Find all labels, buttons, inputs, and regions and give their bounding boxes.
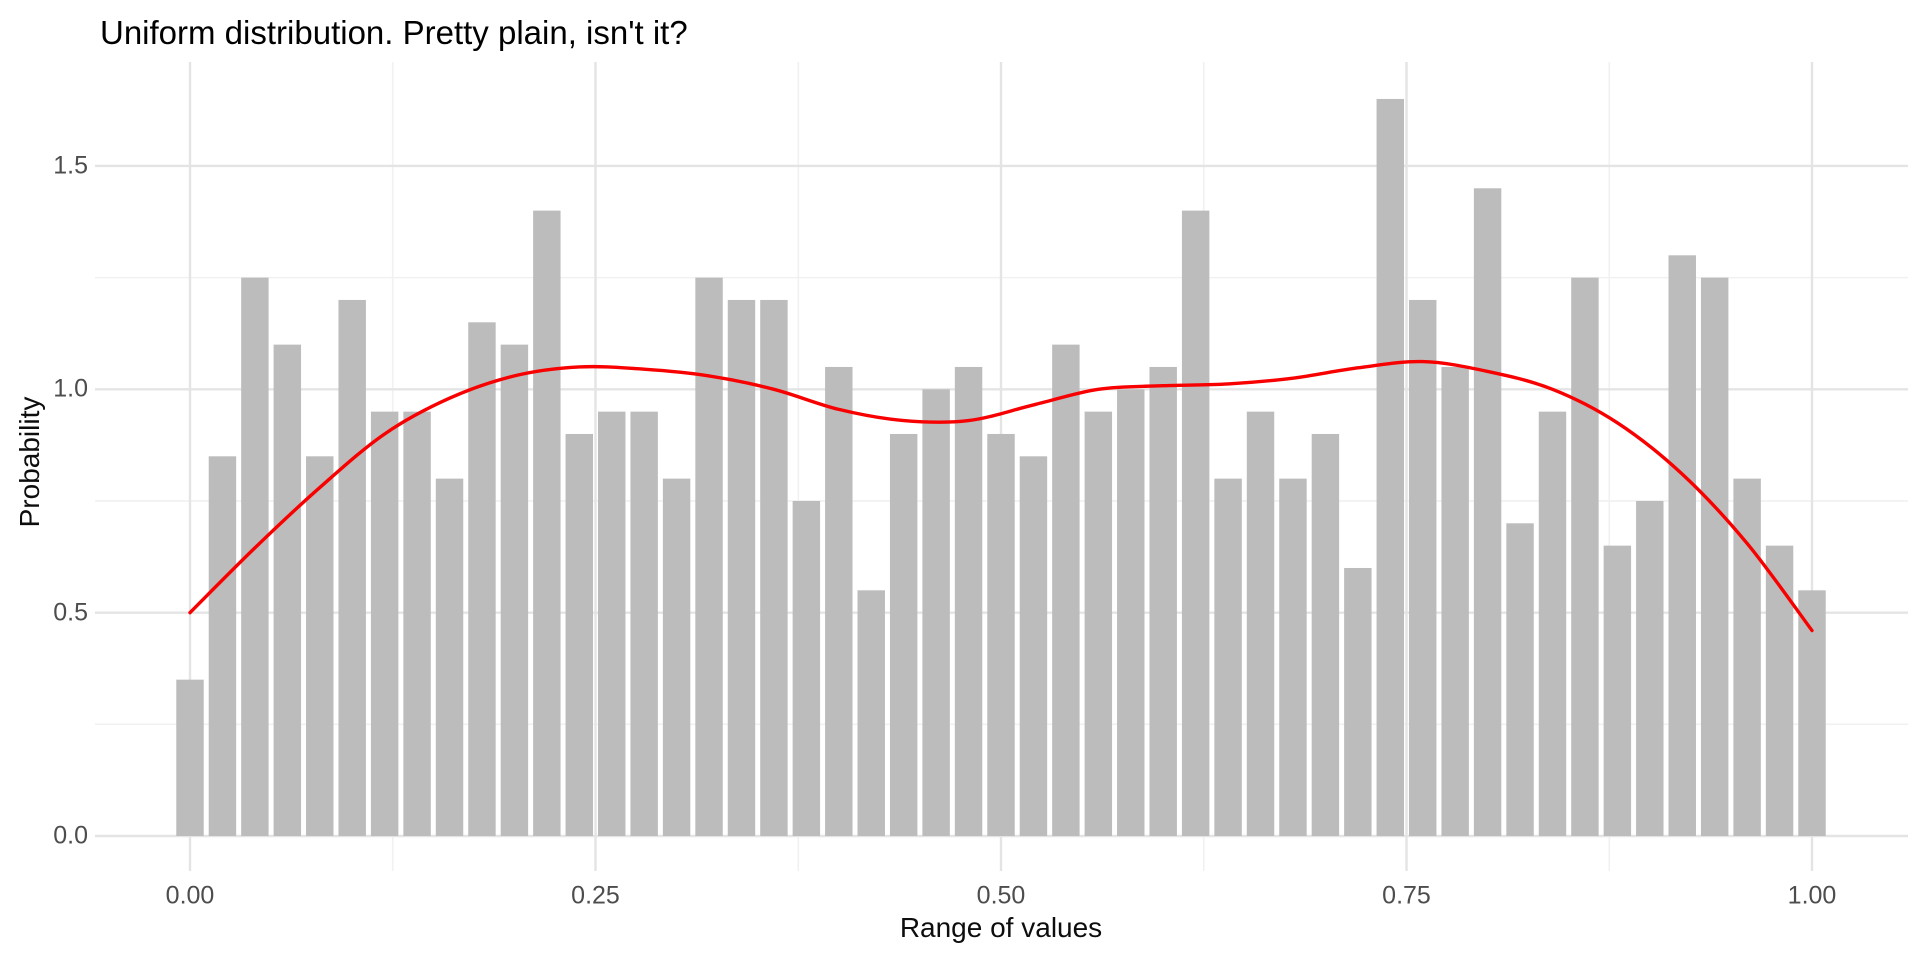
histogram-bar bbox=[306, 456, 334, 836]
histogram-bar bbox=[1733, 478, 1761, 836]
density-curve bbox=[188, 359, 1814, 633]
histogram-bar bbox=[695, 277, 723, 836]
histogram-bar bbox=[435, 478, 464, 836]
histogram-bar bbox=[273, 344, 302, 836]
y-tick-label: 0.5 bbox=[53, 598, 88, 627]
histogram-bar bbox=[792, 500, 821, 836]
histogram-bar bbox=[1603, 545, 1632, 836]
histogram-bar bbox=[1700, 277, 1729, 836]
histogram-bar bbox=[1376, 98, 1404, 836]
histogram-bar bbox=[1279, 478, 1307, 836]
histogram-bar bbox=[825, 366, 853, 836]
histogram-bar bbox=[1765, 545, 1794, 836]
histogram-bar bbox=[338, 299, 366, 837]
histogram-bar bbox=[954, 366, 983, 836]
x-tick-label: 0.75 bbox=[1382, 881, 1431, 910]
y-axis-title: Probability bbox=[14, 396, 45, 528]
histogram-bar bbox=[1214, 478, 1242, 836]
y-tick-label: 0.0 bbox=[53, 821, 88, 850]
y-tick-label: 1.5 bbox=[53, 151, 88, 180]
histogram-bar bbox=[1473, 188, 1502, 836]
histogram-bar bbox=[208, 456, 237, 836]
histogram-bar bbox=[1084, 411, 1113, 836]
histogram-bar bbox=[987, 433, 1015, 836]
histogram-bar bbox=[1246, 411, 1275, 836]
histogram-bar bbox=[1149, 366, 1177, 836]
histogram-bar bbox=[662, 478, 691, 836]
histogram-bar bbox=[1668, 255, 1696, 837]
histogram-bar bbox=[1506, 523, 1534, 836]
histogram-bar bbox=[1311, 433, 1340, 836]
histogram-bar bbox=[1441, 366, 1469, 836]
histogram-bar bbox=[565, 433, 593, 836]
x-tick-label: 1.00 bbox=[1787, 881, 1837, 910]
y-tick-label: 1.0 bbox=[53, 374, 88, 403]
histogram-bar bbox=[1052, 344, 1080, 836]
histogram-bar bbox=[403, 411, 431, 836]
histogram-bar bbox=[1636, 500, 1664, 836]
histogram-bar bbox=[889, 433, 918, 836]
histogram-bar bbox=[1344, 567, 1372, 836]
x-axis-title: Range of values bbox=[899, 912, 1103, 943]
histogram-bar bbox=[176, 679, 204, 836]
histogram-bar bbox=[1538, 411, 1567, 836]
histogram-bar bbox=[857, 590, 885, 836]
histogram-bar bbox=[727, 299, 756, 837]
histogram-bar bbox=[760, 299, 788, 837]
x-tick-label: 0.25 bbox=[571, 881, 620, 910]
x-tick-label: 0.50 bbox=[976, 881, 1026, 910]
histogram-bar bbox=[922, 389, 950, 836]
x-tick-label: 0.00 bbox=[165, 881, 215, 910]
histogram-bar bbox=[370, 411, 399, 836]
histogram-bar bbox=[1019, 456, 1048, 836]
histogram-bar bbox=[468, 322, 496, 836]
histogram-bar bbox=[1798, 590, 1826, 836]
histogram-bar bbox=[1409, 299, 1437, 837]
histogram-bar bbox=[1571, 277, 1599, 836]
histogram-bar bbox=[598, 411, 626, 836]
histogram-bar bbox=[533, 210, 561, 836]
histogram-bar bbox=[500, 344, 529, 836]
histogram-bar bbox=[1181, 210, 1210, 836]
histogram-bar bbox=[630, 411, 658, 836]
histogram-bar bbox=[1117, 389, 1145, 836]
chart-title: Uniform distribution. Pretty plain, isn'… bbox=[100, 14, 688, 51]
